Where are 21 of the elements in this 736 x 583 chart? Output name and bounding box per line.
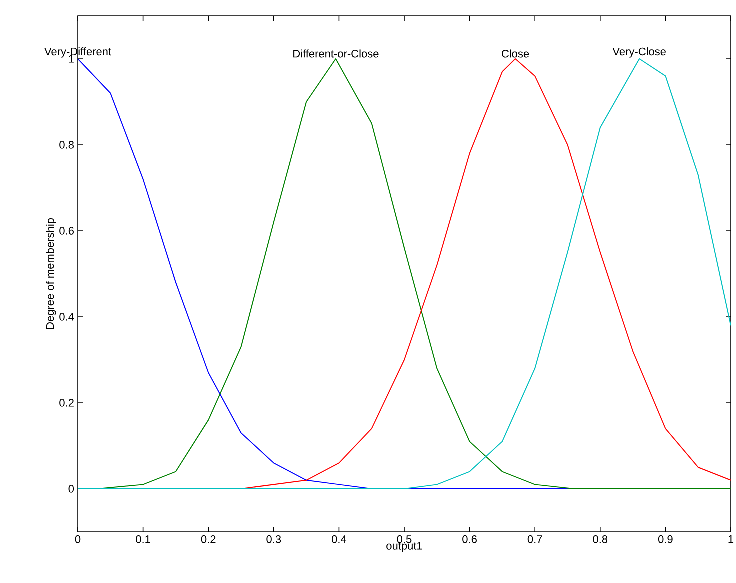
x-tick-label: 0.8 xyxy=(593,536,608,544)
series-label: Different-or-Close xyxy=(294,50,379,58)
x-tick-label: 1 xyxy=(728,536,734,544)
y-tick-label: 0.4 xyxy=(60,313,74,321)
x-tick-label: 0.7 xyxy=(528,536,542,544)
x-tick-label: 0.6 xyxy=(462,536,477,544)
x-tick-label: 0.3 xyxy=(266,536,282,544)
x-tick-label: 0.4 xyxy=(332,536,347,544)
y-tick-label: 0 xyxy=(68,485,74,493)
x-tick-label: 0.2 xyxy=(201,536,216,544)
y-tick-label: 0.2 xyxy=(60,399,74,407)
y-tick-label: 0.8 xyxy=(60,141,74,149)
y-axis-title: Degree of membership xyxy=(46,218,56,330)
x-tick-label: 0.9 xyxy=(658,536,673,544)
x-tick-label: 0.1 xyxy=(136,536,150,544)
y-tick-label: 0.6 xyxy=(60,227,74,235)
series-label: Close xyxy=(502,50,530,58)
series-label: Very-Close xyxy=(612,48,666,58)
x-tick-label: 0 xyxy=(75,536,81,544)
x-axis-title: output1 xyxy=(386,542,422,552)
x-tick-label: 0.5 xyxy=(397,536,412,544)
